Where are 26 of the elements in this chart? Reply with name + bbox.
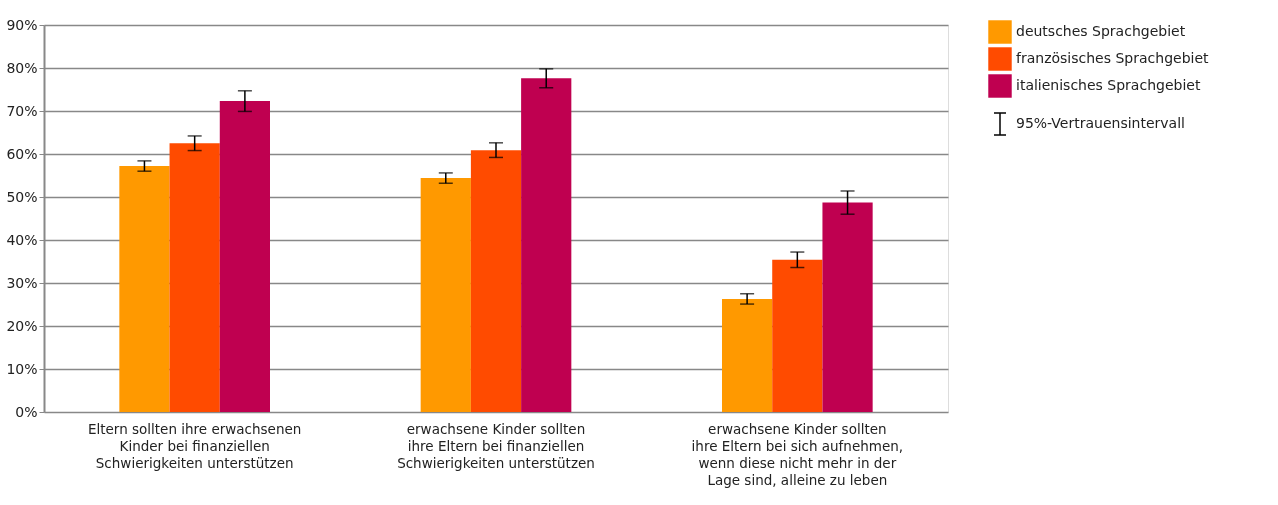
y-tick-label: 70% <box>6 102 38 119</box>
bar <box>772 259 823 412</box>
bar <box>169 143 220 412</box>
x-tick-label: erwachsene Kinder sollten ihre Eltern bei finanziellen Schwierigkeiten unterstützen <box>397 420 595 471</box>
y-tick-label: 80% <box>6 59 38 76</box>
y-tick-label: 90% <box>6 16 38 33</box>
x-tick-label: Eltern sollten ihre erwachsenen Kinder bei finanziellen Schwierigkeiten unterstützen <box>87 420 302 471</box>
bar <box>521 78 572 412</box>
y-tick-label: 50% <box>6 188 38 205</box>
legend-label: französisches Sprachgebiet <box>1016 50 1210 66</box>
bar <box>470 150 522 412</box>
bar <box>219 101 270 412</box>
y-tick-label: 10% <box>6 360 38 377</box>
y-tick-label: 60% <box>6 145 38 162</box>
y-tick-label: 20% <box>6 317 38 334</box>
y-tick-label: 40% <box>6 231 38 248</box>
legend-label: deutsches Sprachgebiet <box>1016 23 1186 39</box>
x-tick-label: erwachsene Kinder sollten ihre Eltern bei sich aufnehmen, wenn diese nicht mehr in der Lage sind, alleine zu leben <box>691 420 904 488</box>
bar <box>822 202 873 412</box>
y-tick-label: 0% <box>15 403 38 420</box>
bar <box>119 166 170 412</box>
bar <box>420 178 471 412</box>
legend-label: italienisches Sprachgebiet <box>1016 77 1201 93</box>
text: 95%-Vertrauensintervall <box>1016 115 1185 131</box>
y-tick-label: 30% <box>6 274 38 291</box>
bar <box>722 298 773 412</box>
